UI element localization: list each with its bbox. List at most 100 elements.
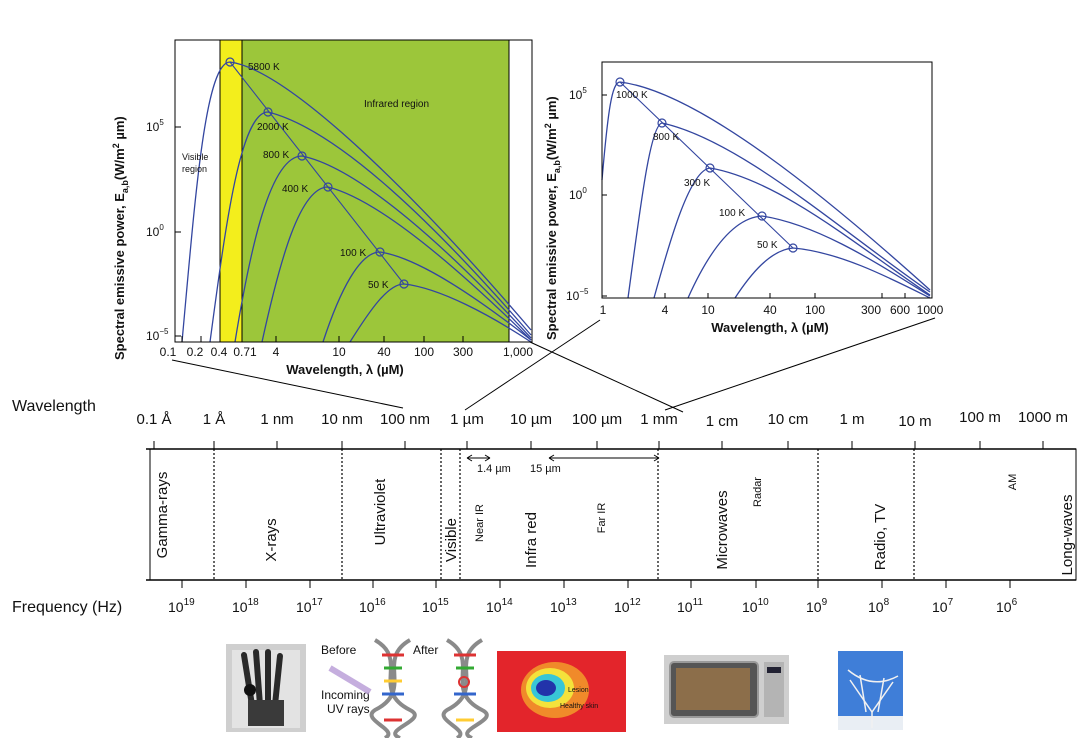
xray-hand-image <box>226 644 306 732</box>
peak-marker-800k-right <box>657 118 667 128</box>
dna-incoming-label-1: Incoming <box>321 688 370 702</box>
left-y-axis-title: Spectral emissive power, Ea,b(W/m2 µm) <box>111 116 130 360</box>
xray-palm <box>248 700 284 726</box>
label-800k: 800 K <box>263 150 289 161</box>
right-ytick-label: 100 <box>569 186 587 202</box>
infrared-region-label: Infrared region <box>364 99 429 110</box>
left-xtick-label: 0.2 <box>187 345 204 359</box>
frequency-tick-label: 107 <box>932 597 954 615</box>
far-ir-arrowheads <box>548 454 660 462</box>
right-xtick-label: 10 <box>701 303 715 317</box>
wavelength-tick-label: 10 m <box>898 413 931 430</box>
dna-incoming-label-2: UV rays <box>327 702 370 716</box>
right-xtick-label: 600 <box>890 303 910 317</box>
band-dividers <box>213 449 915 580</box>
band-label-visible: Visible <box>443 518 460 562</box>
left-xtick-label: 4 <box>273 345 280 359</box>
dna-helix-after <box>441 638 489 738</box>
wavelength-label: Wavelength <box>12 398 96 415</box>
dna-after-label: After <box>413 643 438 657</box>
frequency-tick-label: 1013 <box>550 597 577 615</box>
thermal-lesion-core <box>536 680 556 696</box>
curve-800k <box>234 155 532 343</box>
label-2000k: 2000 K <box>257 122 289 133</box>
right-chart: 1000 K 800 K 300 K 100 K 50 K 105 100 10… <box>543 61 944 340</box>
wavelength-tick-label: 1 cm <box>706 413 739 430</box>
near-ir-arrowheads <box>466 454 491 462</box>
connector-left-high <box>529 341 684 413</box>
wavelength-tick-label: 100 m <box>959 409 1001 426</box>
label-100k-right: 100 K <box>719 208 745 219</box>
right-plot-background <box>602 62 932 298</box>
curve-5800k <box>181 61 532 343</box>
peak-marker-1000k <box>615 77 625 87</box>
label-50k-right: 50 K <box>757 240 778 251</box>
left-x-axis-title: Wavelength, λ (µM) <box>286 362 404 377</box>
label-400k: 400 K <box>282 184 308 195</box>
frequency-tick-label: 1017 <box>296 597 323 615</box>
right-x-axis-title: Wavelength, λ (µM) <box>711 320 829 335</box>
wien-displacement-line <box>229 61 405 285</box>
microwave-window <box>676 668 750 710</box>
label-800k-right: 800 K <box>653 132 679 143</box>
band-label-gamma: Gamma-rays <box>154 472 171 559</box>
wien-displacement-line-right <box>619 81 794 249</box>
wavelength-tick-label: 100 nm <box>380 411 430 428</box>
frequency-label: Frequency (Hz) <box>12 599 122 616</box>
left-ytick-label: 100 <box>146 223 164 239</box>
left-xtick-label: 0.71 <box>233 345 257 359</box>
dish-strut <box>877 677 885 713</box>
band-label-ultraviolet: Ultraviolet <box>372 478 389 546</box>
left-xtick-label: 40 <box>377 345 391 359</box>
right-y-axis-title: Spectral emissive power, Ea,b(W/m2 µm) <box>543 96 562 340</box>
telescope-dish <box>847 669 899 728</box>
peak-marker-2000k <box>263 107 273 117</box>
peak-marker-800k <box>297 151 307 161</box>
wavelength-tick-label: 1 Å <box>203 411 226 428</box>
label-300k: 300 K <box>684 178 710 189</box>
radio-telescope-image <box>838 651 903 730</box>
wavelength-tick-marks <box>153 441 1044 449</box>
left-ytick-label: 105 <box>146 118 164 134</box>
connector-right-high <box>664 317 936 411</box>
right-xtick-label: 300 <box>861 303 881 317</box>
microwave-control-panel <box>764 662 784 717</box>
right-tick-marks <box>602 94 906 298</box>
right-xtick-label: 1 <box>600 303 607 317</box>
dna-damage-marker <box>458 676 470 688</box>
dish-strut <box>859 674 867 713</box>
peak-marker-5800k <box>225 57 235 67</box>
band-label-microwaves: Microwaves <box>714 490 731 569</box>
dna-strand <box>441 638 484 738</box>
dna-before-label: Before <box>321 643 357 657</box>
right-xtick-label: 100 <box>805 303 825 317</box>
frequency-tick-label: 109 <box>806 597 828 615</box>
frequency-tick-labels: 1019 1018 1017 1016 1015 1014 1013 1012 … <box>168 597 1018 615</box>
label-50k: 50 K <box>368 280 389 291</box>
frequency-tick-label: 108 <box>868 597 890 615</box>
microwave-image <box>664 655 789 724</box>
frequency-tick-label: 1019 <box>168 597 195 615</box>
peak-marker-100k-right <box>757 211 767 221</box>
curve-2000k <box>209 111 532 343</box>
ground-snow <box>838 716 903 730</box>
frequency-tick-label: 1011 <box>677 597 703 615</box>
xray-ring <box>244 684 256 696</box>
band-label-xrays: X-rays <box>263 518 280 561</box>
label-5800k: 5800 K <box>248 62 280 73</box>
microwave-display <box>767 667 781 673</box>
am-label: AM <box>1007 474 1019 491</box>
wavelength-tick-label: 1 µm <box>450 411 484 428</box>
curve-400k <box>261 186 532 343</box>
dna-strand <box>373 638 417 738</box>
thermal-healthy-label: Healthy skin <box>560 703 598 710</box>
curve-50k <box>349 283 532 343</box>
dna-base-pairs-before <box>382 653 404 722</box>
visible-region-label-2: region <box>182 164 207 174</box>
near-ir-label: Near IR <box>474 504 486 542</box>
thermal-image: Lesion Healthy skin <box>497 651 626 732</box>
curve-100k-right <box>687 215 931 299</box>
frequency-tick-label: 1015 <box>422 597 449 615</box>
right-xtick-label: 4 <box>662 303 669 317</box>
